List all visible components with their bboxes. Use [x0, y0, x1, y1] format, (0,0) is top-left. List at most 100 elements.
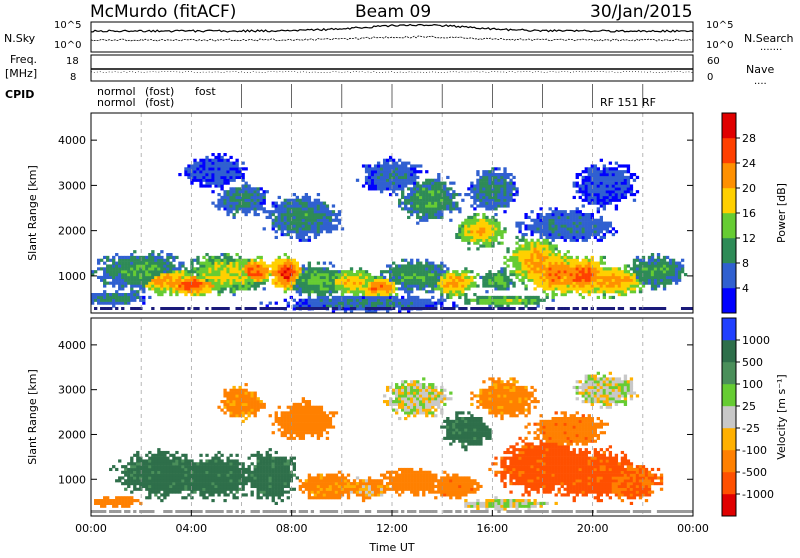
power-cell [488, 202, 491, 205]
power-cell [503, 270, 506, 273]
power-cell [630, 187, 633, 190]
power-cell [350, 284, 353, 287]
power-cell [115, 264, 118, 267]
velocity-cell [190, 474, 193, 477]
power-cell [278, 307, 281, 310]
velocity-cell [229, 411, 232, 414]
power-cell [627, 176, 630, 179]
power-cell [157, 256, 160, 259]
velocity-cell [160, 471, 163, 474]
power-cell [663, 264, 666, 267]
power-cell [217, 162, 220, 165]
power-cell [148, 287, 151, 290]
power-cell [669, 273, 672, 276]
power-cell [272, 227, 275, 230]
velocity-cell [118, 476, 121, 479]
power-cell [341, 299, 344, 302]
power-cell [344, 304, 347, 307]
velocity-cell [112, 499, 115, 502]
power-cell [208, 182, 211, 185]
power-cell [585, 179, 588, 182]
power-cell [621, 173, 624, 176]
power-cell [509, 273, 512, 276]
power-cell [202, 176, 205, 179]
velocity-cell [214, 491, 217, 494]
power-cell [248, 210, 251, 213]
velocity-cell [166, 462, 169, 465]
power-cell [452, 290, 455, 293]
power-cell [362, 296, 365, 299]
power-cell [308, 276, 311, 279]
power-cell [308, 210, 311, 213]
velocity-cell [184, 462, 187, 465]
power-cell [347, 290, 350, 293]
power-cell [226, 207, 229, 210]
power-cell [217, 202, 220, 205]
power-cell [434, 273, 437, 276]
power-cell [97, 262, 100, 265]
power-cell [567, 307, 570, 310]
velocity-cell [160, 488, 163, 491]
power-cell [377, 279, 380, 282]
power-cell [627, 170, 630, 173]
power-cell [588, 199, 591, 202]
power-cell [248, 187, 251, 190]
power-cell [371, 296, 374, 299]
power-cell [290, 224, 293, 227]
power-cell [368, 184, 371, 187]
power-cell [645, 279, 648, 282]
power-cell [500, 187, 503, 190]
power-cell [609, 282, 612, 285]
velocity-cell [127, 462, 130, 465]
power-cell [434, 287, 437, 290]
power-cell [359, 267, 362, 270]
power-cell [440, 202, 443, 205]
power-cell [485, 187, 488, 190]
power-cell [527, 216, 530, 219]
power-cell [558, 210, 561, 213]
power-cell [118, 276, 121, 279]
power-cell [482, 227, 485, 230]
power-cell [362, 299, 365, 302]
power-cell [600, 256, 603, 259]
power-cell [302, 210, 305, 213]
power-cell [217, 287, 220, 290]
power-cell [515, 224, 518, 227]
power-cell [440, 210, 443, 213]
power-cell [353, 276, 356, 279]
power-cell [130, 267, 133, 270]
velocity-cell [121, 505, 124, 508]
power-cell [588, 213, 591, 216]
power-cell [603, 284, 606, 287]
power-cell [118, 284, 121, 287]
power-cell [410, 279, 413, 282]
power-cell [121, 276, 124, 279]
velocity-cell [190, 488, 193, 491]
power-cell [193, 179, 196, 182]
velocity-cell [214, 474, 217, 477]
power-cell [166, 279, 169, 282]
power-cell [205, 270, 208, 273]
power-cell [257, 202, 260, 205]
power-cell [594, 173, 597, 176]
power-cell [281, 207, 284, 210]
power-cell [281, 307, 284, 310]
power-cell [479, 302, 482, 305]
velocity-cell [169, 485, 172, 488]
power-cell [106, 299, 109, 302]
power-cell [320, 227, 323, 230]
power-cell [576, 262, 579, 265]
power-cell [606, 190, 609, 193]
power-cell [561, 262, 564, 265]
velocity-cell [124, 488, 127, 491]
power-cell [594, 182, 597, 185]
power-cell [606, 224, 609, 227]
power-cell [621, 276, 624, 279]
velocity-cell [148, 465, 151, 468]
power-cell [606, 199, 609, 202]
power-cell [383, 307, 386, 310]
power-cell [573, 284, 576, 287]
power-cell [564, 284, 567, 287]
power-cell [497, 190, 500, 193]
power-cell [368, 302, 371, 305]
